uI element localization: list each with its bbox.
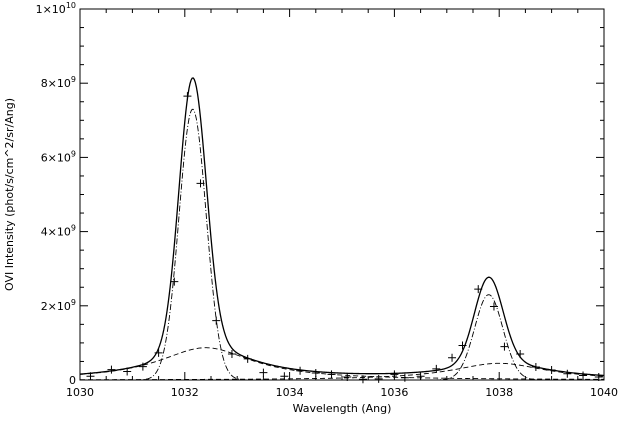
data-point (458, 341, 467, 350)
data-point (448, 353, 457, 362)
data-point (563, 369, 572, 378)
y-tick-labels: 0 2×109 4×109 6×109 8×109 1×1010 (36, 1, 76, 387)
y-tick-label: 2×109 (41, 298, 76, 313)
data-point (311, 368, 320, 377)
x-tick-label: 1038 (485, 386, 513, 399)
y-tick-label: 1×1010 (36, 1, 76, 16)
axis-ticks (79, 8, 605, 381)
data-point (489, 302, 498, 311)
data-point (107, 365, 116, 374)
data-point (123, 367, 132, 376)
data-point (432, 364, 441, 373)
x-tick-label: 1040 (590, 386, 618, 399)
data-point (212, 316, 221, 325)
data-point (594, 373, 603, 382)
data-point (170, 277, 179, 286)
x-tick-label: 1036 (380, 386, 408, 399)
series-broad-1 (79, 347, 605, 380)
plot-frame (79, 8, 605, 381)
x-tick-labels: 1030 1032 1034 1036 1038 1040 (66, 386, 618, 399)
data-point (474, 285, 483, 294)
y-tick-label: 4×109 (41, 224, 76, 239)
series-narrow-1 (80, 108, 604, 381)
data-point (579, 371, 588, 380)
data-point (547, 365, 556, 374)
y-tick-label: 8×109 (41, 75, 76, 90)
data-point (343, 373, 352, 382)
data-point (138, 362, 147, 371)
data-point (227, 350, 236, 359)
data-point (500, 342, 509, 351)
y-tick-label: 0 (69, 374, 76, 387)
data-point (327, 370, 336, 379)
data-point (516, 350, 525, 359)
y-axis-label: OVI Intensity (phot/s/cm^2/sr/Ang) (3, 98, 16, 291)
data-point (358, 375, 367, 384)
x-tick-label: 1030 (66, 386, 94, 399)
x-tick-label: 1034 (276, 386, 304, 399)
data-point (374, 374, 383, 383)
x-axis-label: Wavelength (Ang) (293, 402, 392, 415)
data-point (196, 179, 205, 188)
data-point (259, 368, 268, 377)
data-point (86, 372, 95, 381)
data-point (280, 372, 289, 381)
series-narrow-2 (80, 294, 604, 381)
series-total-fit (79, 77, 605, 377)
data-point (400, 373, 409, 382)
data-point (154, 348, 163, 357)
data-point (243, 354, 252, 363)
data-points (86, 92, 603, 384)
data-point (296, 366, 305, 375)
y-tick-label: 6×109 (41, 149, 76, 164)
data-point (416, 372, 425, 381)
data-point (390, 370, 399, 379)
data-point (531, 363, 540, 372)
data-point (183, 92, 192, 101)
x-tick-label: 1032 (171, 386, 199, 399)
